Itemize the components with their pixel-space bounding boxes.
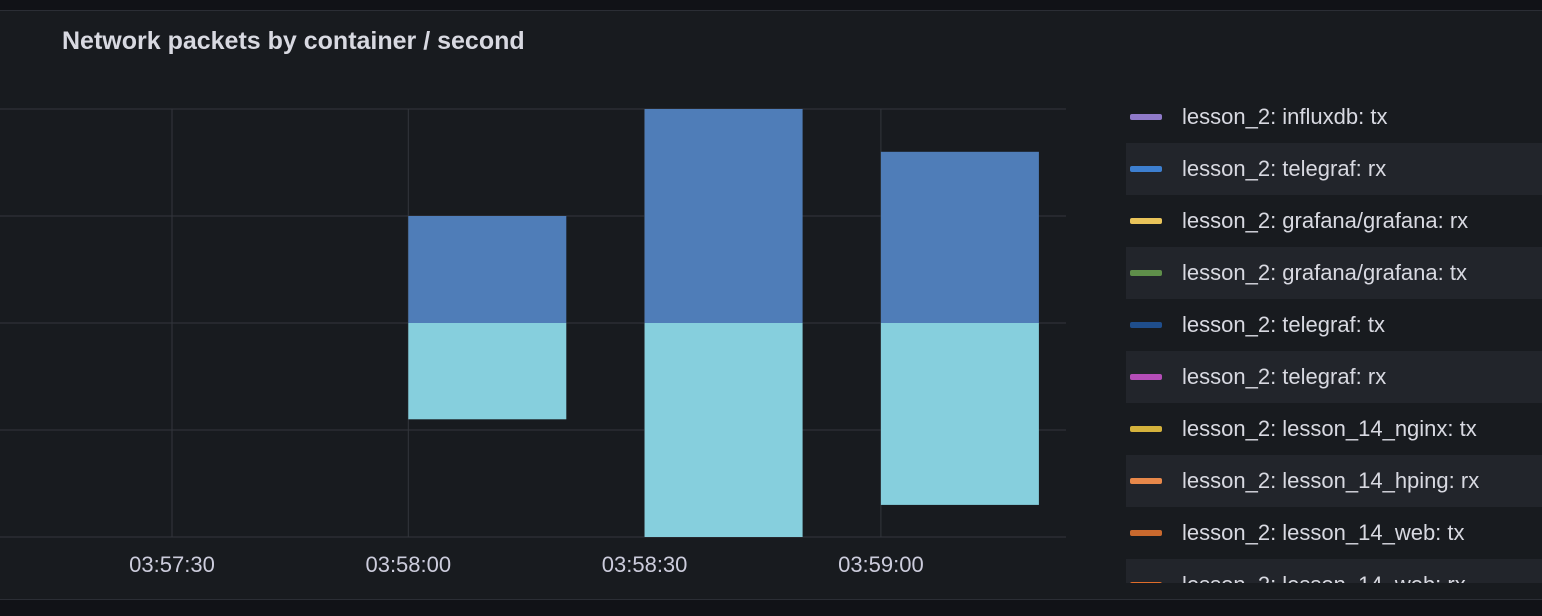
chart-bar[interactable] [880,151,1039,323]
legend-label: lesson_2: lesson_14_nginx: tx [1182,416,1477,441]
legend-swatch-icon [1130,166,1162,172]
legend-item[interactable]: lesson_2: influxdb: tx [1126,91,1542,143]
legend-item[interactable]: lesson_2: telegraf: tx [1126,299,1542,351]
legend-label: lesson_2: telegraf: tx [1182,312,1386,337]
legend-item[interactable]: lesson_2: lesson_14_web: tx [1126,507,1542,559]
legend-label: lesson_2: grafana/grafana: tx [1182,260,1467,285]
legend-label: lesson_2: telegraf: rx [1182,364,1387,389]
legend-label: lesson_2: influxdb: tx [1182,104,1388,129]
legend-swatch-icon [1130,114,1162,120]
legend-item[interactable]: lesson_2: lesson_14_hping: rx [1126,455,1542,507]
x-tick-label: 03:59:00 [838,552,924,577]
panel-title[interactable]: Network packets by container / second [62,27,525,55]
legend-item[interactable]: lesson_2: lesson_14_web: rx [1126,559,1542,583]
x-tick-label: 03:57:30 [129,552,215,577]
legend-label: lesson_2: telegraf: rx [1182,156,1387,181]
legend-item[interactable]: lesson_2: grafana/grafana: rx [1126,195,1542,247]
legend-label: lesson_2: lesson_14_web: tx [1182,520,1465,545]
chart-bar[interactable] [408,216,567,323]
chart-bar[interactable] [644,109,803,323]
legend-label: lesson_2: lesson_14_web: rx [1182,572,1466,583]
legend-swatch-icon [1130,218,1162,224]
legend-label: lesson_2: grafana/grafana: rx [1182,208,1469,233]
x-tick-label: 03:58:30 [602,552,688,577]
chart-bar[interactable] [880,323,1039,505]
legend-label: lesson_2: lesson_14_hping: rx [1182,468,1480,493]
chart-panel: Network packets by container / second 03… [0,10,1542,600]
legend-swatch-icon [1130,374,1162,380]
legend-item[interactable]: lesson_2: lesson_14_nginx: tx [1126,403,1542,455]
chart-plot[interactable]: 03:57:30 03:58:00 03:58:30 03:59:00 [0,11,1110,599]
legend-swatch-icon [1130,322,1162,328]
chart-bar[interactable] [644,323,803,537]
x-tick-label: 03:58:00 [365,552,451,577]
legend-item[interactable]: lesson_2: telegraf: rx [1126,143,1542,195]
legend-swatch-icon [1130,270,1162,276]
legend-swatch-icon [1130,582,1162,583]
legend-swatch-icon [1130,426,1162,432]
chart-legend: lesson_2: influxdb: tx lesson_2: telegraf… [1126,91,1542,583]
legend-swatch-icon [1130,478,1162,484]
legend-swatch-icon [1130,530,1162,536]
chart-bar[interactable] [408,323,567,420]
legend-item[interactable]: lesson_2: grafana/grafana: tx [1126,247,1542,299]
legend-item[interactable]: lesson_2: telegraf: rx [1126,351,1542,403]
